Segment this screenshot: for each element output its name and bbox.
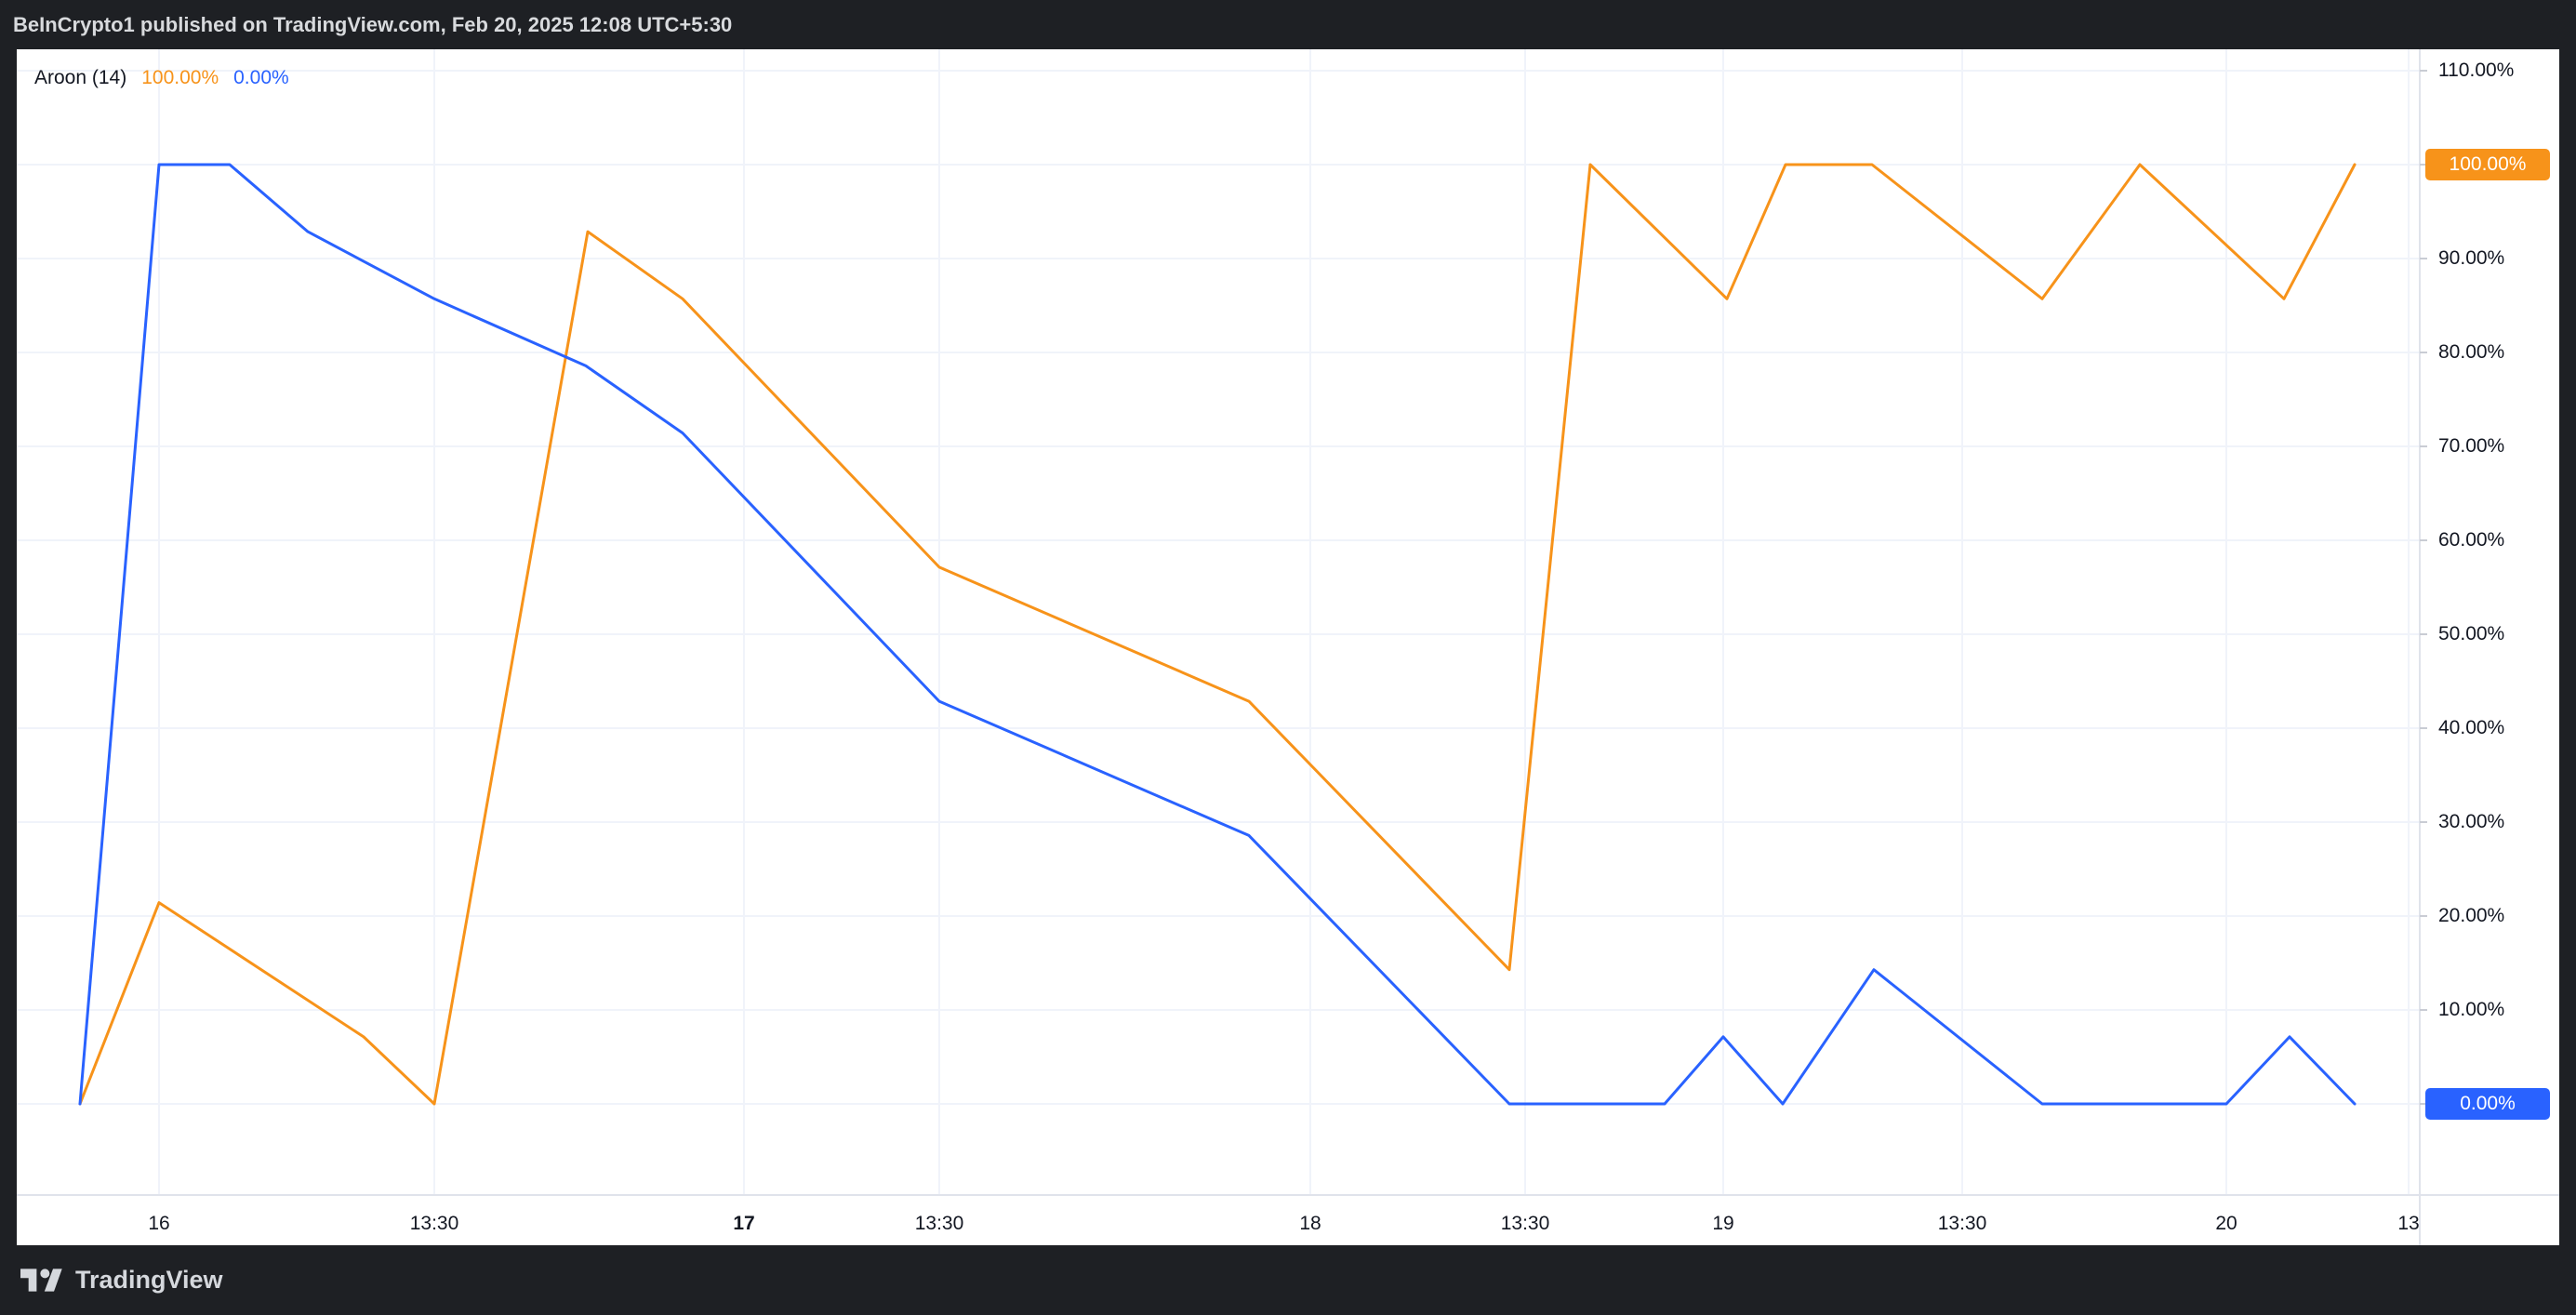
price-axis-tick (2420, 539, 2427, 541)
header-title: BeInCrypto1 published on TradingView.com… (13, 12, 733, 36)
price-axis-tick (2420, 915, 2427, 917)
indicator-name: Aroon (14) (34, 67, 127, 88)
aroon-down-line (78, 163, 2357, 1106)
y-axis-label: 60.00% (2438, 529, 2505, 551)
x-axis-label: 13 (2397, 1213, 2420, 1234)
price-axis-tick (2420, 633, 2427, 635)
tradingview-logo-icon (20, 1269, 62, 1292)
indicator-legend: Aroon (14) 100.00% 0.00% (34, 67, 289, 89)
chart-background (17, 49, 2559, 1245)
footer-bar: TradingView (0, 1245, 2576, 1315)
x-axis-label: 20 (2215, 1213, 2237, 1234)
x-axis-label: 17 (733, 1213, 755, 1234)
y-axis-label: 80.00% (2438, 341, 2505, 363)
price-axis-tick (2420, 352, 2427, 353)
y-axis-label: 30.00% (2438, 811, 2505, 832)
y-axis-label: 20.00% (2438, 905, 2505, 926)
y-axis-label: 70.00% (2438, 435, 2505, 457)
price-axis-tick (2420, 258, 2427, 259)
x-axis-label: 16 (148, 1213, 170, 1234)
price-axis-tick (2420, 1103, 2427, 1105)
aroon-down-value: 0.00% (233, 67, 289, 88)
x-axis-label: 18 (1299, 1213, 1321, 1234)
footer-brand: TradingView (75, 1266, 223, 1294)
y-axis-label: 10.00% (2438, 999, 2505, 1020)
price-axis-tick (2420, 1009, 2427, 1011)
x-axis-label: 13:30 (1500, 1213, 1550, 1234)
header-bar: BeInCrypto1 published on TradingView.com… (0, 0, 2576, 49)
price-axis-tick (2420, 70, 2427, 72)
price-axis-tick (2420, 164, 2427, 166)
price-axis-tick (2420, 727, 2427, 729)
x-axis-label: 13:30 (409, 1213, 459, 1234)
x-axis-label: 13:30 (914, 1213, 964, 1234)
price-badge-aroon-down: 0.00% (2425, 1088, 2550, 1120)
y-axis-label: 90.00% (2438, 247, 2505, 269)
price-axis-tick (2420, 445, 2427, 447)
y-axis-label: 50.00% (2438, 623, 2505, 644)
y-axis-label: 110.00% (2438, 60, 2515, 81)
y-axis-label: 40.00% (2438, 717, 2505, 738)
aroon-up-value: 100.00% (141, 67, 219, 88)
price-axis-tick (2420, 821, 2427, 823)
price-badge-aroon-up: 100.00% (2425, 149, 2550, 180)
aroon-up-line (78, 163, 2357, 1106)
x-axis-label: 19 (1712, 1213, 1734, 1234)
x-axis-label: 13:30 (1937, 1213, 1987, 1234)
